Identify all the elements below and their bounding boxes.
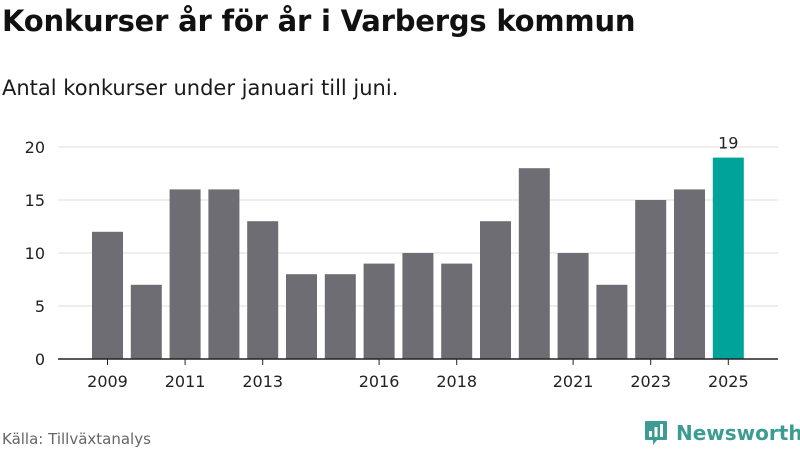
chart-subtitle: Antal konkurser under januari till juni. (2, 76, 399, 100)
y-tick-label: 20 (25, 138, 45, 157)
bar-2012 (208, 189, 240, 359)
y-tick-label: 5 (35, 297, 45, 316)
x-tick-label: 2009 (87, 372, 128, 391)
bar-2019 (480, 221, 511, 359)
x-tick-label: 2018 (436, 372, 477, 391)
bar-2023 (635, 200, 667, 359)
bar-2013 (247, 221, 279, 359)
chart-title: Konkurser år för år i Varbergs kommun (2, 4, 636, 38)
bar-2016 (363, 263, 395, 359)
brand-name: Newsworthy (676, 421, 800, 445)
bar-2018 (441, 263, 473, 359)
x-tick-label: 2011 (165, 372, 206, 391)
bar-2025 (712, 157, 744, 359)
bar-2011 (169, 189, 201, 359)
newsworthy-logo-icon (645, 421, 667, 445)
y-tick-label: 0 (35, 350, 45, 369)
bar-2010 (130, 284, 162, 359)
bar-chart: 0 5 10 15 20 19 2009 2011 2013 2016 2018 2021 2023 20… (25, 134, 778, 391)
bar-2009 (92, 231, 123, 359)
y-tick-label: 10 (25, 244, 45, 263)
bar-2017 (402, 253, 434, 359)
brand-logo[interactable]: Newsworthy (644, 420, 800, 446)
x-tick-label: 2013 (242, 372, 283, 391)
bar-2020 (518, 168, 550, 359)
bar-2024 (674, 189, 705, 359)
bar-2015 (324, 274, 356, 359)
data-label: 19 (718, 134, 738, 153)
source-note: Källa: Tillväxtanalys (2, 430, 151, 448)
x-tick-label: 2016 (359, 372, 400, 391)
bar-2022 (596, 284, 628, 359)
y-tick-label: 15 (25, 191, 45, 210)
x-tick-label: 2023 (630, 372, 671, 391)
bar-2021 (557, 253, 589, 359)
bar-2014 (286, 274, 317, 359)
x-tick-label: 2021 (553, 372, 594, 391)
x-tick-label: 2025 (708, 372, 749, 391)
